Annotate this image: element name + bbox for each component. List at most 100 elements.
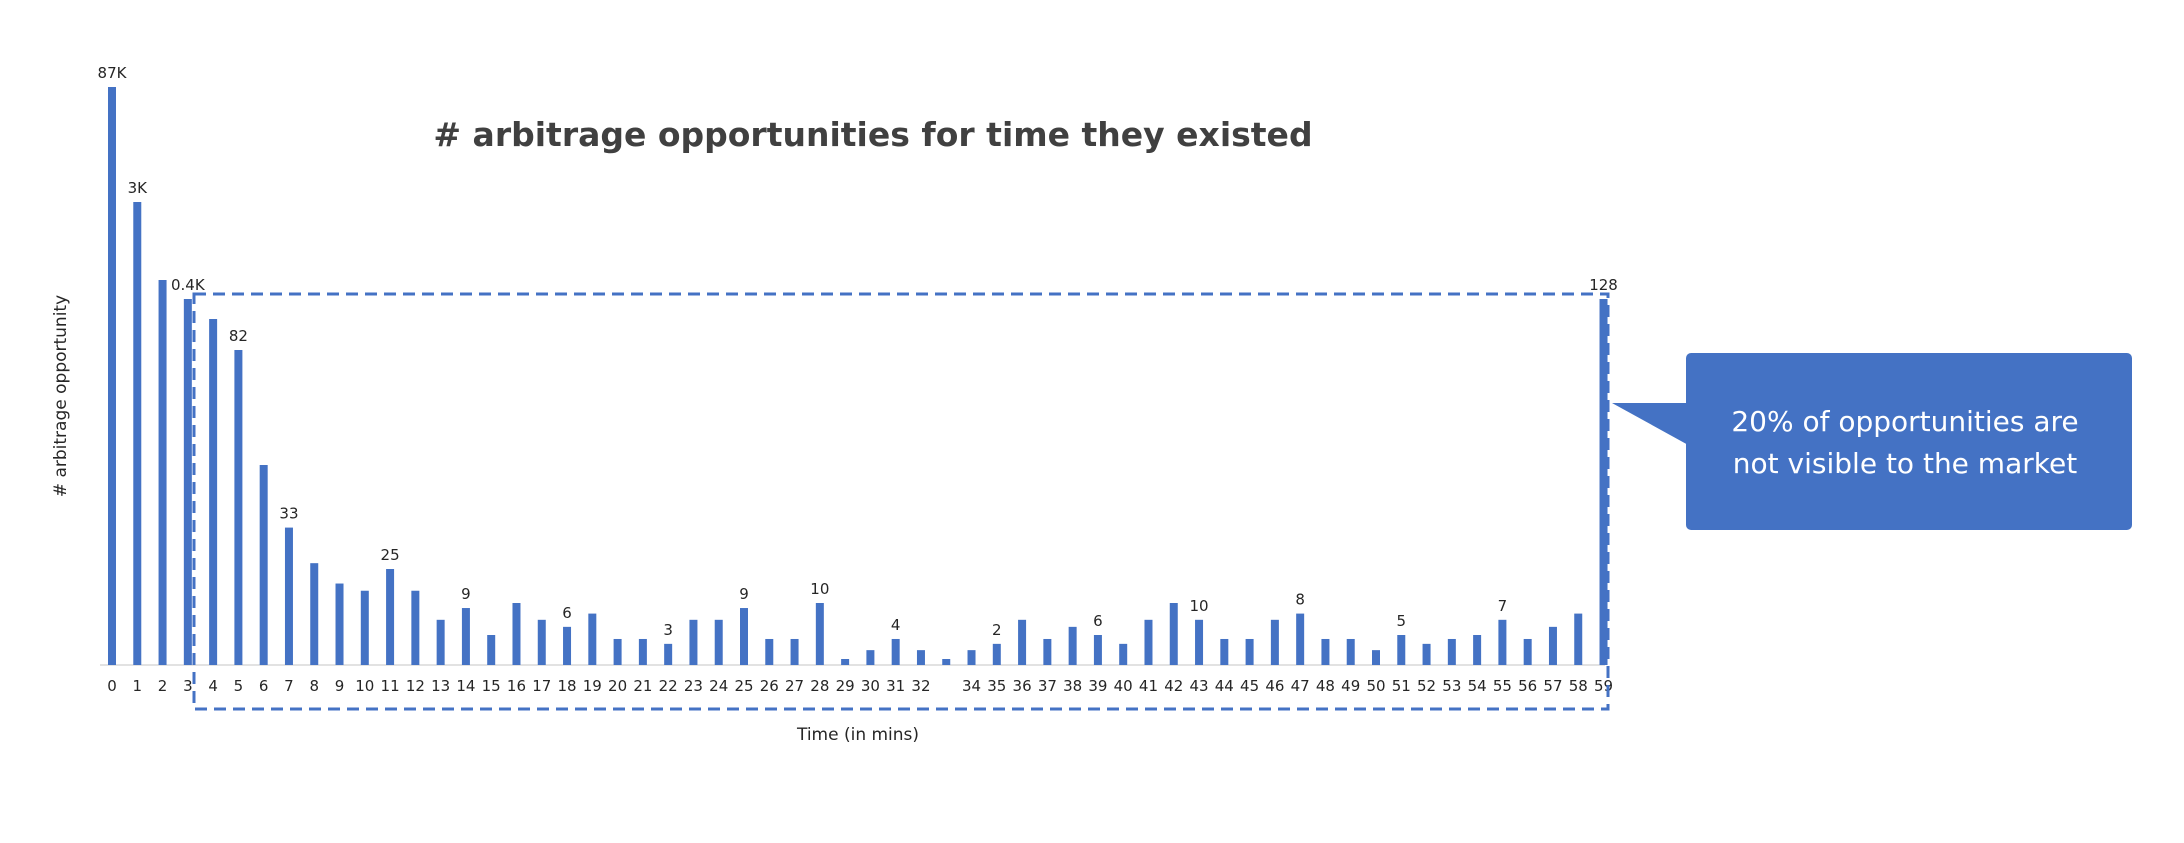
x-tick-57: 57	[1543, 677, 1562, 695]
x-tick-39: 39	[1088, 677, 1107, 695]
data-label-14: 9	[461, 585, 471, 603]
bar-59	[1599, 299, 1608, 665]
x-tick-50: 50	[1366, 677, 1385, 695]
bar-14	[461, 608, 470, 665]
bar-56	[1523, 638, 1532, 665]
bar-31	[891, 638, 900, 665]
x-tick-26: 26	[760, 677, 779, 695]
x-tick-14: 14	[456, 677, 475, 695]
x-axis-label: Time (in mins)	[796, 725, 919, 745]
x-tick-53: 53	[1442, 677, 1461, 695]
x-tick-40: 40	[1114, 677, 1133, 695]
bar-7	[284, 527, 293, 665]
x-tick-23: 23	[684, 677, 703, 695]
bar-17	[537, 619, 546, 665]
data-label-51: 5	[1397, 612, 1407, 630]
bar-25	[740, 608, 748, 665]
x-tick-47: 47	[1291, 677, 1310, 695]
bar-45	[1245, 638, 1254, 665]
bar-2	[158, 280, 167, 665]
bar-21	[638, 638, 647, 665]
data-label-11: 25	[381, 546, 400, 564]
bar-52	[1422, 643, 1431, 665]
x-tick-27: 27	[785, 677, 804, 695]
data-label-31: 4	[891, 616, 901, 634]
bar-0	[108, 87, 116, 665]
x-tick-32: 32	[911, 677, 930, 695]
bar-54	[1473, 635, 1482, 665]
x-tick-43: 43	[1189, 677, 1208, 695]
bar-5	[234, 350, 243, 665]
x-tick-45: 45	[1240, 677, 1259, 695]
y-axis-label: # arbitrage opportunity	[51, 295, 71, 497]
bar-27	[790, 638, 799, 665]
bar-32	[916, 650, 925, 665]
bar-53	[1447, 638, 1456, 665]
data-label-59: 128	[1589, 276, 1618, 294]
callout-box	[1686, 353, 2132, 530]
bar-13	[436, 619, 445, 665]
bar-18	[563, 626, 572, 665]
x-tick-9: 9	[335, 677, 345, 695]
bar-20	[613, 638, 622, 665]
bar-41	[1144, 619, 1153, 665]
bar-46	[1270, 619, 1279, 665]
bar-8	[310, 563, 319, 665]
callout-line-2: not visible to the market	[1733, 447, 2077, 480]
bar-51	[1397, 635, 1406, 665]
x-tick-31: 31	[886, 677, 905, 695]
data-labels: 87K 3K 0.4K 82 33 25 9 6 3 9 10 4 2 6 10 8 5 7 128	[98, 64, 1618, 639]
callout-line-1: 20% of opportunities are	[1731, 405, 2078, 438]
bar-11	[386, 569, 395, 665]
bar-24	[714, 619, 723, 665]
bar-10	[360, 590, 369, 665]
x-tick-5: 5	[234, 677, 244, 695]
bar-29	[841, 659, 850, 665]
bar-49	[1346, 638, 1355, 665]
x-tick-56: 56	[1518, 677, 1537, 695]
x-tick-55: 55	[1493, 677, 1512, 695]
x-tick-7: 7	[284, 677, 294, 695]
x-tick-37: 37	[1038, 677, 1057, 695]
bar-42	[1169, 603, 1178, 665]
data-label-1: 3K	[128, 179, 149, 197]
bar-16	[512, 603, 521, 665]
bar-3	[183, 299, 192, 665]
x-tick-35: 35	[987, 677, 1006, 695]
x-tick-28: 28	[810, 677, 829, 695]
x-tick-34: 34	[962, 677, 981, 695]
x-tick-25: 25	[734, 677, 753, 695]
x-tick-2: 2	[158, 677, 168, 695]
x-tick-1: 1	[133, 677, 143, 695]
highlight-dashed-box	[192, 292, 1610, 711]
x-tick-24: 24	[709, 677, 728, 695]
data-label-0: 87K	[98, 64, 128, 82]
bar-43	[1195, 619, 1204, 665]
x-tick-29: 29	[836, 677, 855, 695]
bar-39	[1093, 635, 1102, 665]
bar-34	[967, 650, 976, 665]
bar-22	[664, 643, 673, 665]
x-tick-52: 52	[1417, 677, 1436, 695]
bar-50	[1372, 650, 1380, 665]
x-tick-20: 20	[608, 677, 627, 695]
bar-44	[1220, 638, 1229, 665]
x-tick-22: 22	[659, 677, 678, 695]
x-tick-48: 48	[1316, 677, 1335, 695]
x-tick-12: 12	[406, 677, 425, 695]
x-tick-42: 42	[1164, 677, 1183, 695]
x-tick-6: 6	[259, 677, 269, 695]
x-tick-36: 36	[1013, 677, 1032, 695]
x-tick-17: 17	[532, 677, 551, 695]
x-tick-16: 16	[507, 677, 526, 695]
bar-23	[689, 619, 698, 665]
bar-40	[1119, 643, 1128, 665]
x-tick-8: 8	[309, 677, 319, 695]
bar-19	[588, 613, 597, 665]
x-tick-44: 44	[1215, 677, 1234, 695]
x-tick-54: 54	[1468, 677, 1487, 695]
x-tick-4: 4	[208, 677, 218, 695]
x-tick-19: 19	[583, 677, 602, 695]
x-tick-0: 0	[107, 677, 117, 695]
x-tick-21: 21	[633, 677, 652, 695]
